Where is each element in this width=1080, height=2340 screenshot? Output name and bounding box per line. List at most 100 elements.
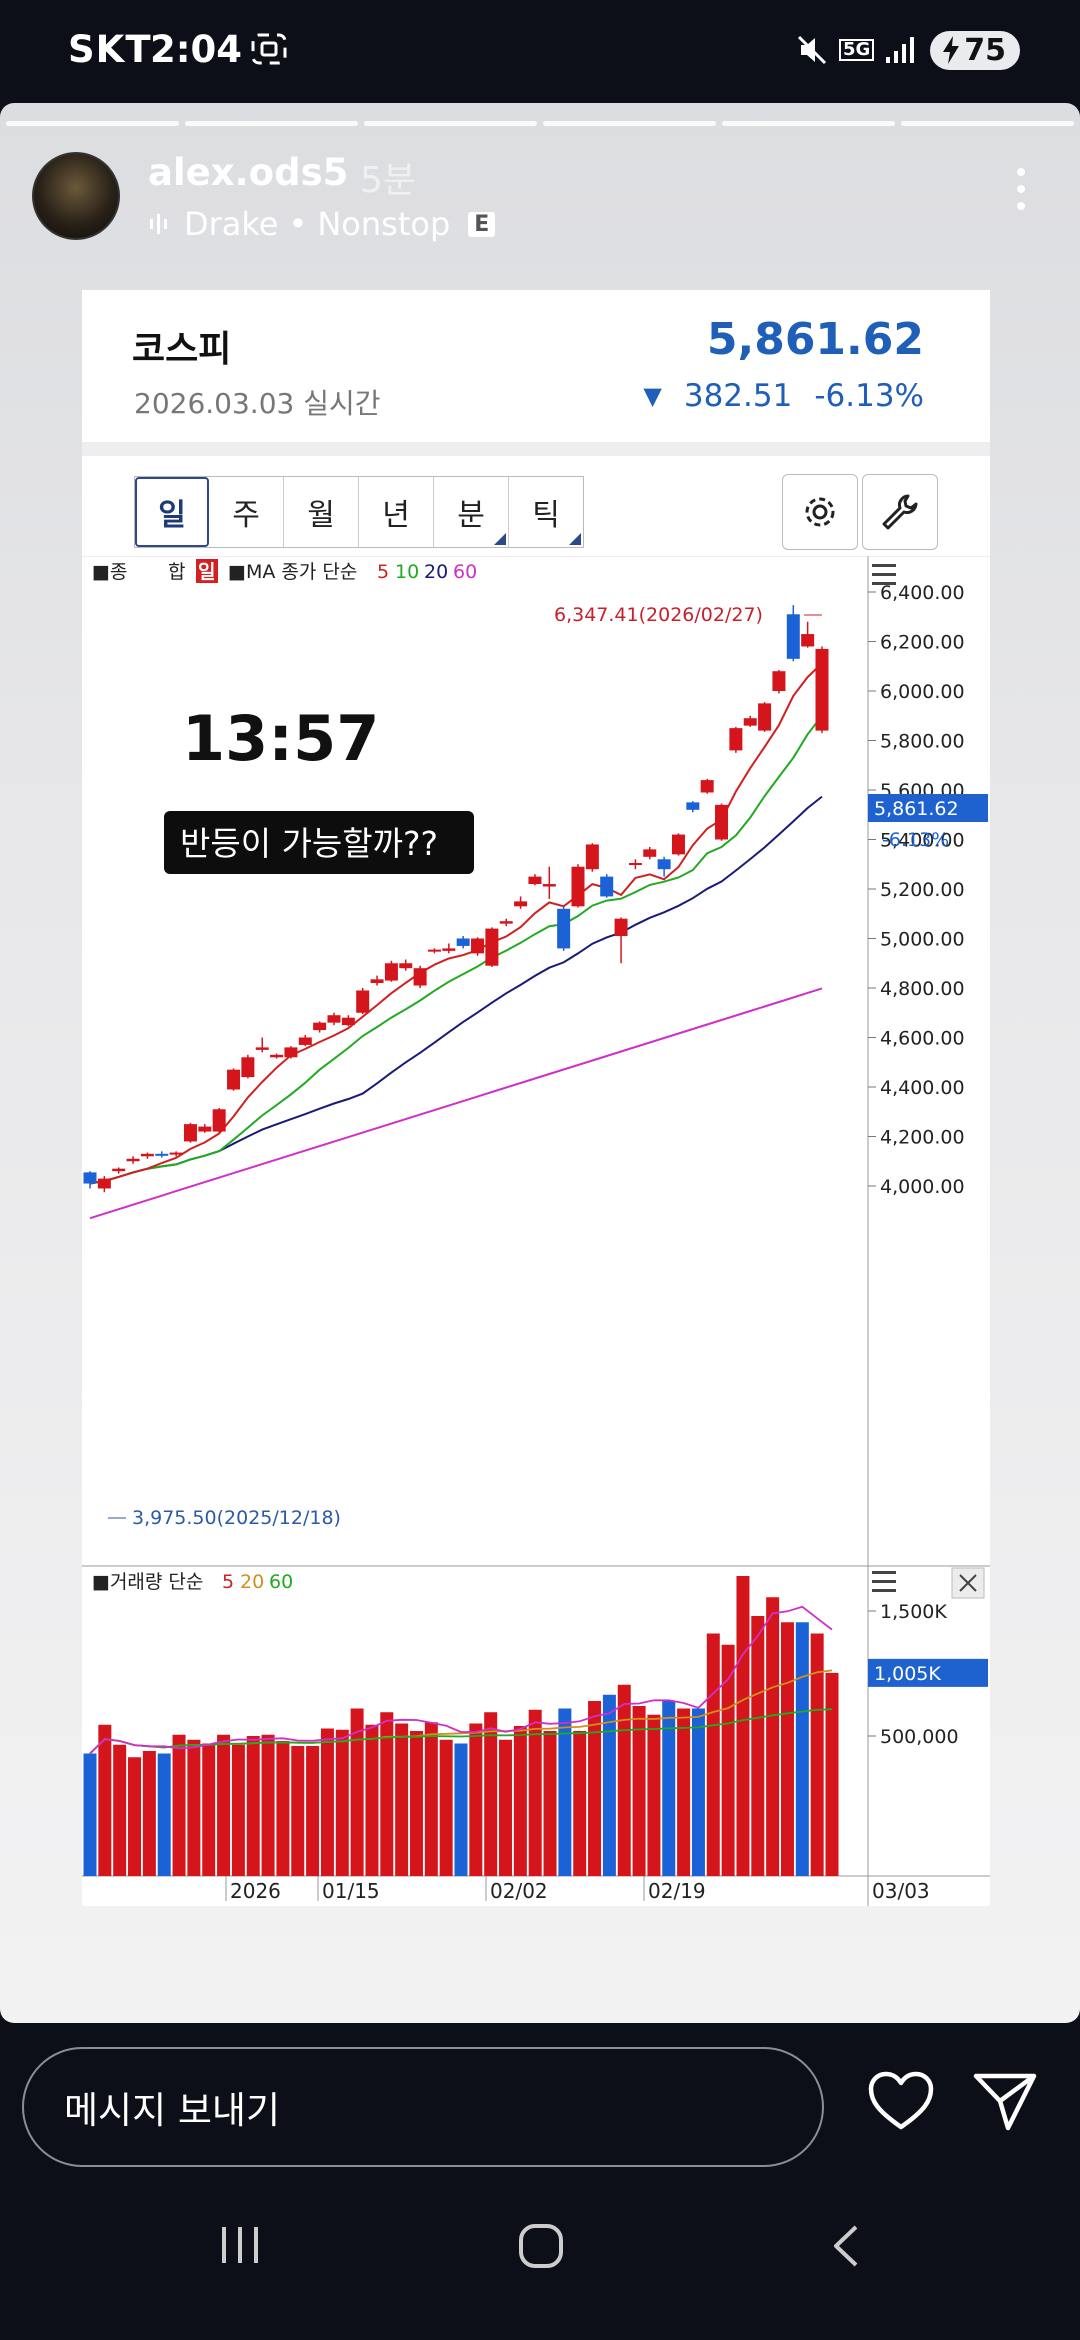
send-icon[interactable] [972,2071,1038,2131]
change-percent: -6.13% [814,378,924,414]
explicit-badge: E [468,211,496,237]
clock: 2:04 [150,28,243,71]
volume-bar [335,1729,349,1876]
volume-bar [157,1753,171,1876]
volume-tick-label: 500,000 [880,1726,959,1748]
settings-button[interactable] [782,474,858,550]
last-price-marker: 5,861.62 -6.13% [868,794,988,851]
period-week[interactable]: 주 [209,477,284,547]
candle [284,1047,298,1058]
candle [155,1153,169,1156]
home-icon[interactable] [518,2223,564,2269]
y-tick-label: 4,200.00 [880,1127,965,1149]
close-icon[interactable] [951,1567,985,1599]
legend-ma-5: 5 [377,561,389,583]
candle [686,802,700,810]
ma10-line [89,715,823,1185]
candle [140,1153,154,1157]
volume-bar [691,1708,705,1876]
candle [356,990,370,1013]
volume-menu-icon[interactable] [872,1571,896,1592]
heart-icon[interactable] [868,2071,934,2131]
candle [628,863,642,866]
volume-bar [395,1723,409,1876]
svg-text:20: 20 [240,1571,264,1593]
period-minute[interactable]: 분 [434,477,509,547]
legend-sum: 합 [168,561,185,583]
status-bar: SKT 2:04 5G 75 [0,0,1080,100]
signal-icon [886,37,915,63]
more-options-icon[interactable] [1016,167,1026,211]
volume-bar [647,1714,661,1876]
svg-text:5,861.62: 5,861.62 [874,798,959,820]
volume-bar [380,1712,394,1876]
volume-bar [706,1633,720,1876]
volume-bar [439,1739,453,1876]
volume-bar [662,1701,676,1876]
charging-bolt-icon [943,36,960,64]
x-tick-label: 01/15 [322,1879,380,1903]
overlay-clock: 13:57 [182,702,379,775]
candle [241,1057,255,1078]
legend-ma: ■MA 종가 단순 [228,561,357,583]
candle [657,859,671,870]
candle [571,866,585,907]
volume-bar [588,1701,602,1876]
candle [729,728,743,751]
candle [126,1158,140,1162]
message-input[interactable]: 메시지 보내기 [22,2047,824,2167]
back-icon[interactable] [828,2223,864,2269]
avatar[interactable] [32,152,120,240]
period-day[interactable]: 일 [135,477,209,547]
candle [198,1126,212,1132]
story-viewer[interactable]: alex.ods5 5분 Drake • Nonstop E 코스피 5,861… [0,103,1080,2023]
progress-segment [6,121,179,126]
x-tick-label: 02/19 [648,1879,706,1903]
story-username[interactable]: alex.ods5 [148,151,349,194]
candle [227,1069,241,1090]
candle [600,876,614,897]
music-attribution[interactable]: Drake • Nonstop E [148,205,496,243]
y-tick-label: 5,000.00 [880,929,965,951]
volume-bar [558,1708,572,1876]
volume-ma5-line [89,1605,833,1755]
volume-bar [721,1644,735,1876]
period-year[interactable]: 년 [359,477,434,547]
svg-text:-6.13%: -6.13% [882,829,949,851]
period-tick[interactable]: 틱 [509,477,583,547]
message-placeholder: 메시지 보내기 [64,2089,281,2132]
volume-last-label: 1,005K [874,1663,941,1685]
menu-icon[interactable] [872,564,896,585]
candle [212,1109,226,1132]
svg-text:3,975.50(2025/12/18): 3,975.50(2025/12/18) [132,1507,341,1529]
volume-bar [780,1622,794,1876]
carrier-label: SKT [68,28,152,71]
candle [370,979,384,984]
candle [399,963,413,969]
x-tick-label: 2026 [230,1879,281,1903]
period-month[interactable]: 월 [284,477,359,547]
volume-bar [469,1723,483,1876]
chart-area[interactable]: ■종 합 일 ■MA 종가 단순 5 10 20 60 6,400.00 6,20… [82,555,990,1906]
volume-bar [246,1736,260,1876]
candle [298,1037,312,1045]
candle [485,928,499,966]
volume-bar [424,1722,438,1876]
quote-date: 2026.03.03 실시간 [134,387,381,420]
candle [413,968,427,986]
candle [341,1017,355,1026]
overlay-caption: 반등이 가능할까?? [180,824,438,863]
progress-segment [722,121,895,126]
volume-bar [202,1743,216,1876]
index-name: 코스피 [132,329,232,370]
volume-bar [766,1597,780,1876]
music-artist: Drake [184,205,279,243]
candle [542,884,556,887]
story-time: 5분 [360,160,417,201]
index-price: 5,861.62 [706,314,924,365]
tools-button[interactable] [862,474,938,550]
volume-bar [291,1746,305,1876]
legend-ma-10: 10 [395,561,419,583]
candle [384,963,398,981]
recents-icon[interactable] [218,2223,262,2267]
